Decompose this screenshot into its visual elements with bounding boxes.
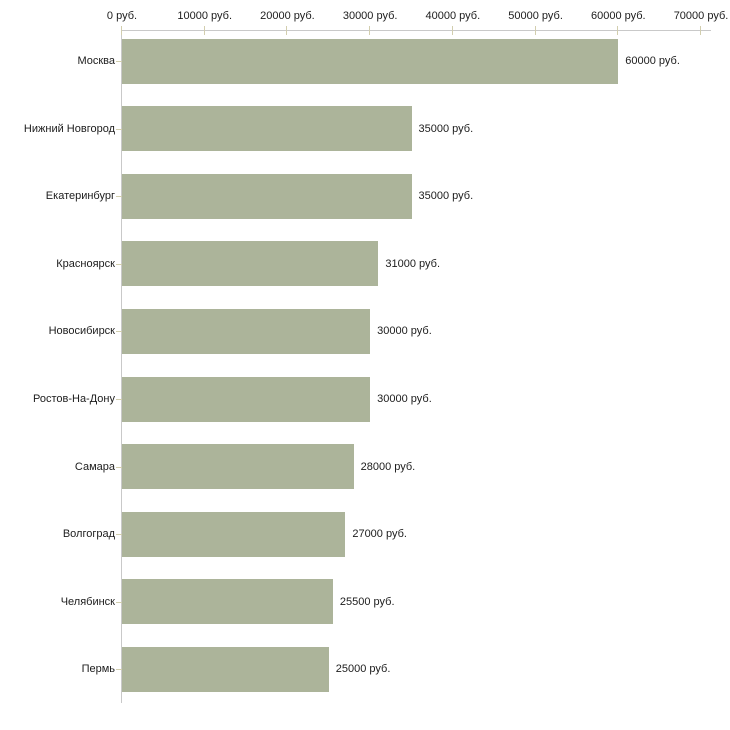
- bar-4: [122, 241, 379, 287]
- x-axis-tick-label: 10000 руб.: [177, 10, 233, 22]
- y-axis-tick: [116, 128, 122, 130]
- x-axis-tick: [451, 26, 453, 35]
- value-label: 25000 руб.: [335, 663, 391, 676]
- value-label: 35000 руб.: [418, 122, 474, 135]
- bar-8: [122, 511, 346, 557]
- category-label: Екатеринбург: [45, 190, 115, 203]
- value-label: 30000 руб.: [377, 393, 432, 405]
- value-label: 25500 руб.: [339, 595, 395, 608]
- category-label: Новосибирск: [48, 325, 115, 338]
- x-axis-tick-label: 0 руб.: [106, 10, 138, 22]
- x-axis-tick-label: 20000 руб.: [260, 10, 315, 22]
- category-label: Красноярск: [56, 257, 115, 270]
- value-label: 27000 руб.: [352, 528, 407, 541]
- x-axis-tick-label: 60000 руб.: [590, 10, 646, 22]
- y-axis-tick: [116, 601, 122, 603]
- y-axis-tick: [116, 263, 122, 265]
- x-axis-tick: [369, 26, 371, 35]
- y-axis-tick: [116, 399, 122, 400]
- bar-9: [122, 579, 333, 625]
- x-axis-tick: [203, 26, 205, 35]
- y-axis-tick: [116, 331, 122, 333]
- x-axis-tick-label: 70000 руб.: [673, 10, 729, 22]
- category-label: Пермь: [81, 663, 115, 676]
- bar-10: [122, 646, 329, 692]
- category-label: Нижний Новгород: [23, 122, 115, 135]
- x-axis-tick-label: 40000 руб.: [425, 10, 481, 22]
- y-axis-tick: [116, 669, 122, 671]
- bar-7: [122, 444, 354, 490]
- bar-5: [122, 308, 371, 354]
- value-label: 31000 руб.: [385, 257, 441, 270]
- category-label: Ростов-На-Дону: [32, 393, 115, 405]
- y-axis-tick: [116, 61, 122, 62]
- value-label: 30000 руб.: [377, 325, 432, 338]
- category-label: Челябинск: [60, 595, 115, 608]
- y-axis-tick: [116, 466, 122, 468]
- x-axis-tick: [286, 26, 288, 35]
- y-axis-tick: [116, 196, 122, 198]
- x-axis-tick-label: 30000 руб.: [342, 10, 398, 22]
- value-label: 28000 руб.: [360, 460, 416, 473]
- category-label: Самара: [74, 460, 115, 473]
- x-axis-tick: [534, 26, 536, 35]
- category-label: Москва: [77, 55, 115, 67]
- bar-2: [122, 106, 412, 152]
- y-axis-tick: [116, 534, 122, 536]
- bar-6: [122, 376, 371, 422]
- plot-area: 0 руб. 10000 руб. 20000 руб. 30000 руб. 4000…: [24, 10, 728, 703]
- x-axis-tick: [121, 26, 122, 35]
- bar-1: [122, 38, 619, 84]
- x-axis-tick: [700, 26, 701, 35]
- value-label: 60000 руб.: [625, 55, 680, 67]
- value-label: 35000 руб.: [418, 190, 474, 203]
- x-axis-tick: [617, 26, 619, 35]
- x-axis-tick-label: 50000 руб.: [508, 10, 563, 22]
- category-label: Волгоград: [62, 528, 115, 541]
- bar-3: [122, 173, 412, 219]
